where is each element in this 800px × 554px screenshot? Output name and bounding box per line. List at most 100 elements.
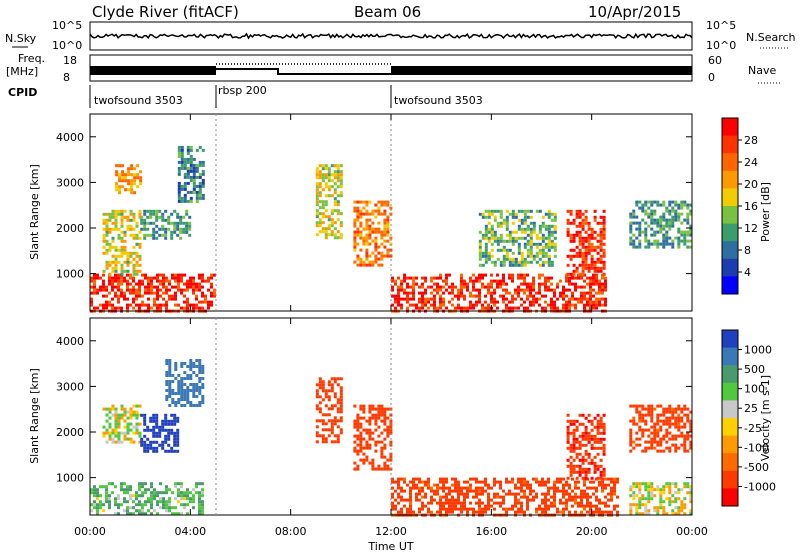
heatmap-cell [445, 501, 448, 505]
heatmap-cell [529, 251, 533, 255]
heatmap-cell [596, 260, 600, 264]
heatmap-cell [544, 260, 548, 264]
heatmap-cell [430, 297, 433, 301]
heatmap-cell [599, 260, 603, 264]
heatmap-cell [599, 446, 603, 450]
heatmap-cell [365, 224, 369, 228]
heatmap-cell [152, 209, 156, 213]
heatmap-cell [469, 489, 472, 493]
heatmap-cell [505, 239, 509, 243]
heatmap-cell [575, 455, 579, 459]
heatmap-cell [359, 443, 363, 447]
heatmap-cell [433, 282, 436, 286]
heatmap-cell [336, 407, 340, 411]
heatmap-cell [201, 196, 205, 200]
heatmap-cell [189, 148, 193, 152]
heatmap-cell [183, 184, 187, 188]
heatmap-cell [572, 272, 576, 276]
heatmap-cell [550, 245, 554, 249]
heatmap-cell [133, 191, 137, 195]
heatmap-cell [180, 151, 184, 155]
heatmap-cell [584, 437, 588, 441]
heatmap-cell [565, 480, 568, 484]
heatmap-cell [668, 431, 672, 435]
heatmap-cell [186, 377, 190, 380]
heatmap-cell [526, 480, 529, 484]
heatmap-cell [457, 507, 460, 511]
heatmap-cell [484, 300, 487, 304]
heatmap-cell [400, 282, 403, 286]
heatmap-cell [167, 437, 171, 441]
heatmap-cell [386, 431, 390, 435]
heatmap-cell [138, 215, 142, 219]
heatmap-cell [481, 251, 485, 255]
heatmap-cell [380, 467, 384, 471]
heatmap-cell [629, 404, 633, 408]
heatmap-cell [126, 227, 130, 231]
heatmap-cell [556, 297, 559, 301]
heatmap-cell [123, 233, 127, 237]
heatmap-cell [584, 260, 588, 264]
heatmap-cell [330, 404, 334, 408]
heatmap-cell [327, 224, 331, 228]
heatmap-cell [565, 300, 568, 304]
heatmap-cell [327, 395, 331, 399]
heatmap-cell [129, 218, 133, 222]
heatmap-cell [336, 218, 340, 222]
nsky-tick-top: 10^5 [52, 19, 82, 32]
heatmap-cell [662, 203, 666, 207]
heatmap-cell [123, 488, 126, 492]
heatmap-cell [547, 224, 551, 228]
heatmap-cell [177, 282, 180, 286]
heatmap-cell [356, 254, 360, 258]
heatmap-cell [584, 431, 588, 435]
heatmap-cell [550, 495, 553, 499]
heatmap-cell [680, 419, 684, 423]
heatmap-cell [592, 486, 595, 490]
freq-tick-bottom: 8 [63, 71, 70, 84]
heatmap-cell [126, 512, 129, 516]
heatmap-cell [333, 395, 337, 399]
heatmap-cell [475, 303, 478, 307]
heatmap-cell [164, 416, 168, 420]
heatmap-cell [365, 209, 369, 213]
heatmap-cell [569, 422, 573, 426]
heatmap-cell [170, 431, 174, 435]
heatmap-cell [339, 407, 343, 411]
heatmap-cell [397, 510, 400, 514]
heatmap-cell [689, 245, 693, 249]
heatmap-cell [584, 218, 588, 222]
heatmap-cell [336, 194, 340, 198]
heatmap-cell [356, 449, 360, 453]
heatmap-cell [593, 467, 597, 471]
heatmap-cell [629, 419, 633, 423]
heatmap-cell [380, 254, 384, 258]
heatmap-cell [168, 392, 172, 395]
heatmap-cell [149, 443, 153, 447]
heatmap-cell [604, 276, 607, 280]
heatmap-cell [653, 488, 657, 492]
heatmap-cell [383, 446, 387, 450]
heatmap-cell [632, 440, 636, 444]
heatmap-cell [487, 236, 491, 240]
heatmap-cell [454, 483, 457, 487]
heatmap-cell [541, 477, 544, 481]
heatmap-cell [514, 260, 518, 264]
heatmap-cell [535, 495, 538, 499]
heatmap-cell [152, 419, 156, 423]
heatmap-cell [572, 428, 576, 432]
heatmap-cell [683, 443, 687, 447]
heatmap-cell [383, 239, 387, 243]
heatmap-cell [198, 386, 202, 389]
heatmap-cell [475, 294, 478, 298]
heatmap-cell [333, 419, 337, 423]
heatmap-cell [532, 254, 536, 258]
heatmap-cell [168, 282, 171, 286]
heatmap-cell [403, 489, 406, 493]
heatmap-cell [647, 212, 651, 216]
heatmap-cell [604, 477, 607, 481]
heatmap-cell [686, 485, 690, 489]
heatmap-cell [120, 269, 124, 273]
freq-unit-label: [MHz] [6, 65, 38, 78]
heatmap-cell [572, 422, 576, 426]
